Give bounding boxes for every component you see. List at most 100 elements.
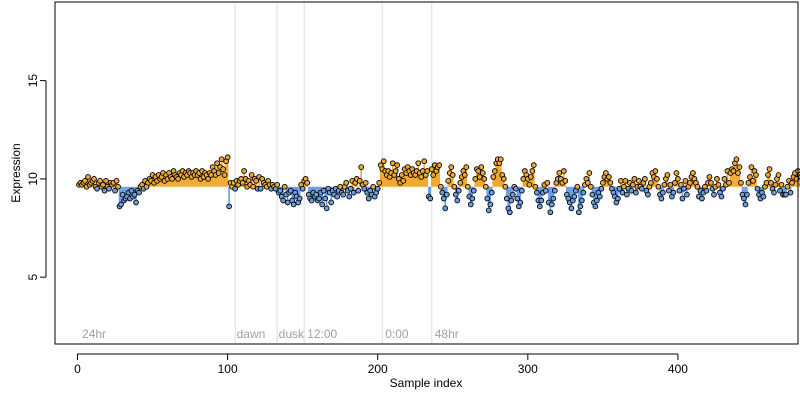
data-point (703, 187, 710, 194)
data-point (392, 168, 399, 174)
data-point (630, 181, 636, 188)
data-point (500, 176, 507, 182)
data-point (128, 187, 135, 194)
data-point (660, 189, 666, 196)
data-point (576, 209, 582, 216)
data-point (239, 179, 246, 186)
data-point (682, 178, 689, 184)
data-point (745, 179, 752, 186)
data-point (579, 197, 585, 204)
data-point (580, 189, 587, 196)
data-point (639, 185, 645, 192)
data-point (91, 176, 97, 182)
data-point (715, 181, 722, 188)
data-point (205, 176, 211, 182)
data-point (655, 183, 662, 190)
data-point (514, 195, 521, 202)
data-point (673, 170, 680, 176)
data-point (214, 160, 220, 167)
data-point (320, 187, 327, 194)
y-tick-label: 5 (26, 274, 40, 281)
data-point (436, 162, 443, 168)
data-point (777, 187, 783, 194)
data-point (343, 179, 350, 186)
data-point (735, 170, 741, 176)
data-point (551, 187, 558, 194)
annotation-label: 48hr (435, 327, 459, 341)
data-point (94, 185, 100, 192)
data-point (284, 199, 291, 206)
data-point (512, 185, 519, 192)
data-point (726, 179, 732, 186)
data-point (542, 187, 549, 194)
data-point (765, 172, 771, 178)
data-point (783, 191, 789, 198)
data-point (714, 176, 720, 182)
y-tick-label: 15 (26, 74, 40, 88)
x-tick-label: 100 (218, 362, 238, 376)
data-point (681, 185, 687, 192)
data-point (730, 168, 737, 174)
data-point (527, 174, 534, 180)
data-point (533, 189, 540, 196)
annotation-label: dusk (279, 327, 305, 341)
data-point (437, 183, 444, 190)
data-point (224, 154, 231, 161)
data-point (497, 156, 504, 163)
data-point (169, 176, 175, 182)
data-point (532, 183, 539, 190)
data-point (85, 174, 91, 180)
data-point (787, 189, 794, 196)
data-point (449, 172, 456, 178)
data-point (370, 183, 377, 190)
data-point (645, 191, 651, 198)
data-point (323, 205, 330, 212)
data-point (389, 160, 396, 167)
data-point (226, 203, 232, 210)
data-point (670, 189, 677, 196)
y-tick-label: 10 (26, 172, 40, 186)
data-point (287, 187, 294, 194)
data-point (736, 164, 743, 170)
data-point (250, 183, 256, 190)
data-point (475, 168, 482, 174)
x-tick-label: 200 (368, 362, 388, 376)
data-point (517, 199, 524, 206)
data-point (711, 191, 717, 198)
data-point (694, 183, 701, 190)
data-point (482, 183, 489, 190)
data-point (443, 191, 450, 198)
data-point (232, 185, 238, 192)
data-point (509, 191, 516, 198)
data-point (461, 172, 468, 178)
data-point (633, 189, 639, 196)
data-point (600, 179, 606, 186)
data-point (684, 191, 690, 198)
x-tick-label: 0 (74, 362, 81, 376)
data-point (463, 164, 470, 170)
data-point (299, 185, 306, 192)
data-point (775, 172, 782, 178)
data-point (487, 201, 494, 208)
data-point (778, 181, 785, 188)
data-point (706, 174, 713, 180)
data-point (556, 170, 563, 176)
data-point (448, 164, 455, 170)
data-point (478, 164, 485, 170)
x-tick-label: 400 (668, 362, 688, 376)
data-point (744, 191, 750, 198)
data-point (133, 199, 139, 206)
data-point (346, 193, 353, 200)
data-point (667, 181, 674, 188)
data-point (562, 178, 569, 184)
data-point (748, 164, 755, 170)
data-point (606, 174, 612, 180)
data-point (484, 195, 491, 202)
data-point (218, 156, 225, 163)
data-point (530, 162, 537, 168)
data-point (768, 179, 774, 186)
data-point (678, 181, 684, 188)
data-point (253, 178, 259, 184)
data-point (481, 176, 488, 182)
